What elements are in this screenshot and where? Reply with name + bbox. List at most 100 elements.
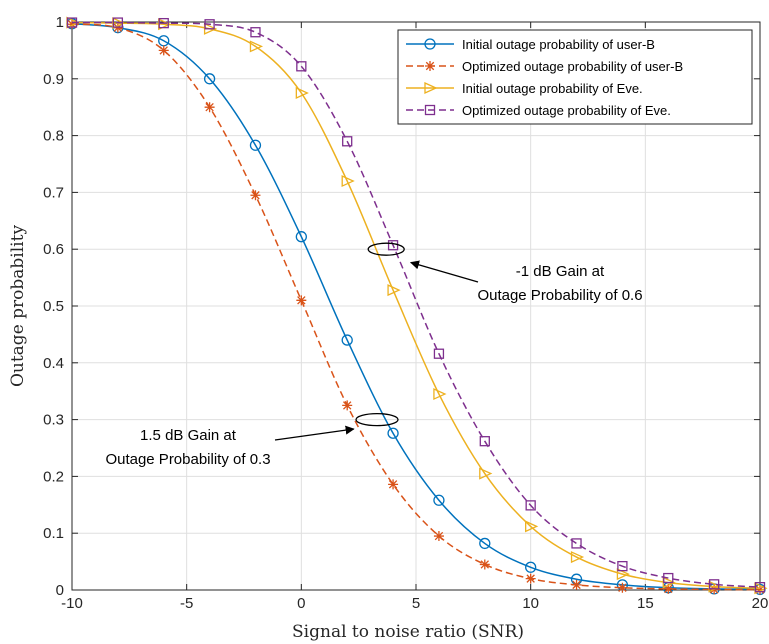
- x-tick-label: 15: [637, 595, 654, 612]
- y-tick-label: 0.9: [43, 71, 64, 88]
- data-point: [342, 136, 353, 147]
- annotation-ellipse: [355, 412, 399, 427]
- x-tick-label: -5: [180, 595, 193, 612]
- data-point: [112, 17, 124, 28]
- data-point: [525, 520, 539, 533]
- annotation-arrow: [274, 425, 355, 441]
- legend-label: Initial outage probability of user-B: [462, 37, 655, 52]
- annotation-text-line2: Outage Probability of 0.6: [477, 287, 642, 304]
- data-point: [158, 45, 169, 56]
- data-point: [203, 73, 216, 85]
- y-tick-label: 0.4: [43, 355, 64, 372]
- x-axis-label: Signal to noise ratio (SNR): [292, 622, 524, 642]
- y-tick-label: 0: [56, 582, 64, 599]
- legend-label: Initial outage probability of Eve.: [462, 81, 643, 96]
- data-point: [479, 559, 490, 570]
- y-tick-label: 0.7: [43, 184, 64, 201]
- data-series: [66, 16, 768, 596]
- data-point: [433, 531, 444, 542]
- legend-swatch-marker: [425, 61, 435, 71]
- data-point: [341, 175, 355, 188]
- data-point: [479, 537, 491, 550]
- annotation-text-line1: -1 dB Gain at: [516, 263, 605, 280]
- data-point: [295, 231, 307, 243]
- data-point: [570, 551, 585, 564]
- x-tick-label: 5: [412, 595, 420, 612]
- annotation-text-line1: 1.5 dB Gain at: [140, 427, 237, 444]
- data-point: [158, 17, 169, 29]
- legend-entry: Initial outage probability of user-B: [406, 37, 655, 52]
- data-point: [342, 400, 353, 411]
- y-tick-label: 0.6: [43, 241, 64, 258]
- series-2: [67, 19, 765, 595]
- y-tick-label: 0.3: [43, 412, 64, 429]
- data-point: [617, 582, 628, 593]
- y-axis-label: Outage probability: [8, 225, 28, 387]
- legend-swatch-marker: [424, 104, 436, 116]
- data-point: [479, 436, 490, 447]
- data-point: [433, 388, 447, 401]
- data-point: [295, 86, 309, 100]
- data-point: [387, 427, 399, 439]
- x-tick-label: 20: [752, 595, 769, 612]
- series-3: [66, 16, 768, 595]
- data-point: [755, 584, 765, 595]
- legend-box: [397, 29, 753, 125]
- data-point: [433, 494, 445, 506]
- series-line: [71, 22, 761, 591]
- annotations: -1 dB Gain at Outage Probability of 0.6 1.…: [105, 242, 643, 468]
- data-point: [663, 583, 674, 594]
- data-point: [388, 479, 399, 490]
- data-point: [249, 40, 264, 53]
- x-tick-label: -10: [61, 595, 83, 612]
- legend-entry: Optimized outage probability of Eve.: [406, 103, 671, 118]
- x-tick-label: 0: [297, 595, 305, 612]
- series-4: [66, 17, 766, 593]
- data-point: [708, 579, 720, 590]
- legend-entry: Initial outage probability of Eve.: [406, 81, 643, 96]
- data-point: [341, 334, 353, 346]
- legend-label: Optimized outage probability of Eve.: [462, 103, 671, 118]
- data-point: [525, 561, 537, 573]
- data-point: [66, 17, 78, 28]
- data-point: [616, 568, 630, 581]
- series-line: [71, 23, 761, 591]
- series-line: [71, 21, 761, 590]
- data-point: [617, 560, 628, 572]
- annotation-arrow: [409, 260, 479, 283]
- legend-swatch-marker: [424, 81, 438, 95]
- data-point: [479, 467, 493, 480]
- data-point: [204, 19, 215, 30]
- data-point: [296, 295, 307, 306]
- data-point: [525, 500, 536, 511]
- data-point: [387, 240, 399, 251]
- data-point: [296, 61, 307, 72]
- y-tick-label: 0.1: [43, 525, 64, 542]
- annotation-text-line2: Outage Probability of 0.3: [105, 451, 270, 468]
- legend-swatch-marker: [424, 38, 436, 50]
- annotation-ellipse: [367, 242, 405, 256]
- legend: Initial outage probability of user-B Opti…: [397, 29, 753, 125]
- legend-label: Optimized outage probability of user-B: [462, 59, 683, 74]
- y-tick-label: 0.2: [43, 468, 64, 485]
- data-point: [250, 27, 261, 38]
- data-point: [433, 348, 445, 359]
- data-point: [571, 538, 582, 549]
- axes: -10 -5 0 5 10 15 20 0 0.1 0.2 0.3 0.4 0.5 0.6 0.7 0.8 0.…: [43, 14, 768, 612]
- y-tick-label: 0.8: [43, 128, 64, 145]
- data-point: [249, 139, 262, 151]
- data-point: [67, 19, 77, 30]
- data-point: [250, 190, 261, 201]
- data-point: [204, 102, 215, 113]
- y-tick-label: 1: [56, 14, 64, 31]
- data-point: [571, 579, 582, 590]
- legend-entry: Optimized outage probability of user-B: [406, 59, 683, 74]
- data-point: [387, 284, 401, 297]
- y-tick-label: 0.5: [43, 298, 64, 315]
- data-point: [754, 582, 766, 593]
- data-point: [525, 573, 536, 584]
- x-tick-label: 10: [522, 595, 539, 612]
- series-line: [71, 21, 761, 588]
- data-point: [663, 572, 674, 584]
